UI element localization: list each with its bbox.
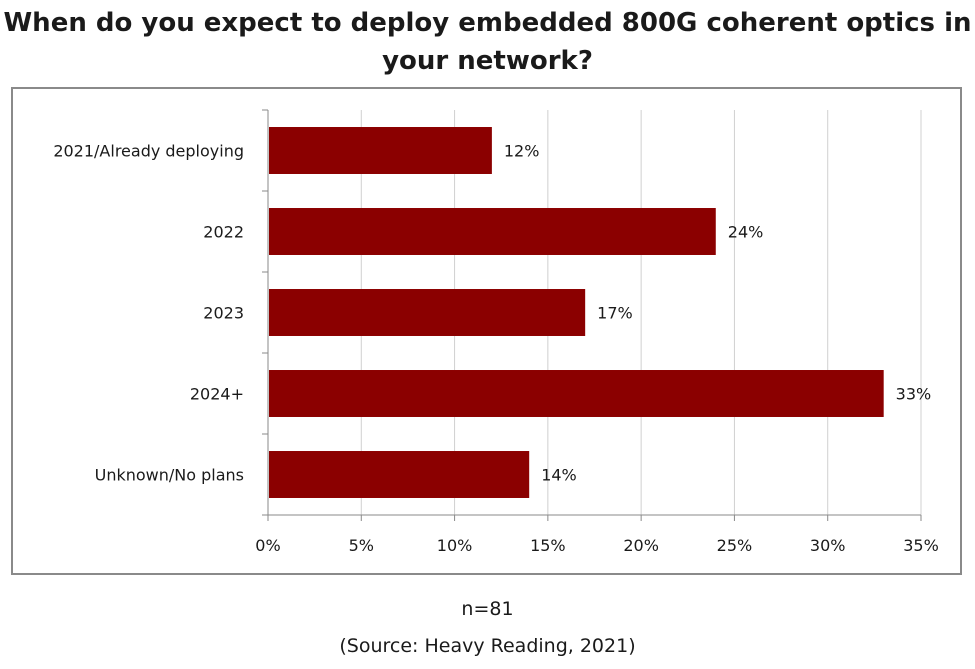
bar bbox=[269, 208, 716, 255]
x-tick-label: 30% bbox=[810, 536, 846, 555]
sample-size-note: n=81 bbox=[461, 598, 514, 620]
x-tick-label: 15% bbox=[530, 536, 566, 555]
category-label: Unknown/No plans bbox=[95, 466, 244, 485]
bar bbox=[269, 370, 884, 417]
bar bbox=[269, 289, 586, 336]
chart-title: When do you expect to deploy embedded 80… bbox=[0, 4, 975, 80]
category-label: 2024+ bbox=[190, 385, 244, 404]
x-tick-label: 20% bbox=[623, 536, 659, 555]
x-tick-label: 35% bbox=[903, 536, 939, 555]
x-tick-label: 25% bbox=[717, 536, 753, 555]
data-label: 24% bbox=[728, 223, 764, 242]
x-tick-label: 0% bbox=[255, 536, 280, 555]
x-tick-label: 5% bbox=[349, 536, 374, 555]
x-tick-label: 10% bbox=[437, 536, 473, 555]
data-label: 17% bbox=[597, 304, 633, 323]
category-label: 2021/Already deploying bbox=[53, 142, 244, 161]
chart-title-line-1: When do you expect to deploy embedded 80… bbox=[3, 8, 972, 38]
labels: 0% 5% 10% 15% 20% 25% 30% 35% 12% 2021/Already de… bbox=[53, 142, 938, 556]
category-label: 2022 bbox=[203, 223, 244, 242]
category-label: 2023 bbox=[203, 304, 244, 323]
data-label: 33% bbox=[896, 385, 932, 404]
chart-title-line-2: your network? bbox=[382, 46, 593, 76]
bar bbox=[269, 127, 492, 174]
chart-frame bbox=[11, 87, 962, 575]
bar bbox=[269, 451, 530, 498]
data-label: 14% bbox=[541, 466, 577, 485]
data-label: 12% bbox=[504, 142, 540, 161]
bars bbox=[269, 127, 884, 498]
source-note: (Source: Heavy Reading, 2021) bbox=[339, 635, 636, 657]
axes bbox=[262, 109, 922, 521]
